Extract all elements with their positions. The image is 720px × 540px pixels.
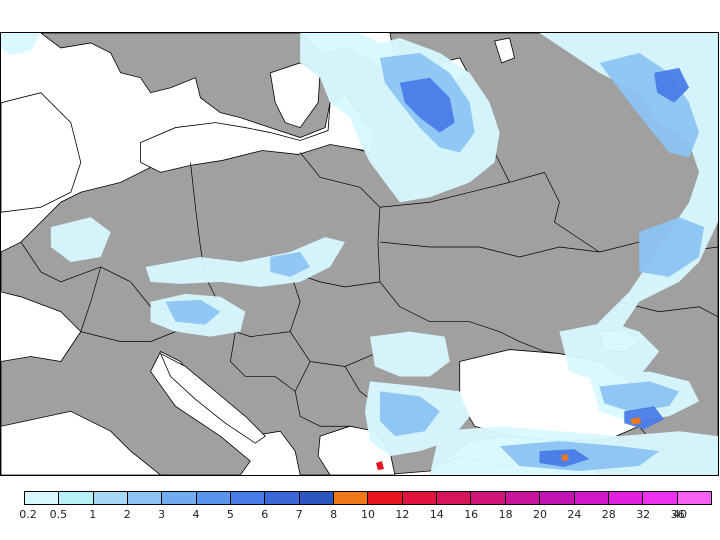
legend-swatch: [231, 492, 266, 504]
precip-hotspot: [375, 461, 384, 471]
legend-swatch: [540, 492, 575, 504]
legend-tick-label: 1: [89, 508, 97, 521]
border-line: [379, 241, 600, 258]
border-line: [519, 341, 560, 354]
legend-tick-label: 36: [670, 508, 685, 521]
legend-swatch: [334, 492, 369, 504]
legend-tick-label: 3: [158, 508, 166, 521]
legend-tick-label: 4: [192, 508, 200, 521]
legend-tick-label: 14: [429, 508, 444, 521]
color-scale-labels: 0.2 0.5 1 2 3 4 5 6 7 8 10 12 14 16 18 20 24 28 32 36 40: [0, 508, 720, 528]
legend-swatch: [59, 492, 94, 504]
border-line: [20, 241, 101, 283]
mediterranean-sea: [1, 410, 162, 475]
north-sea: [1, 92, 82, 213]
legend-tick-label: 5: [226, 508, 234, 521]
precip-area: [599, 381, 680, 412]
legend-tick-label: 6: [261, 508, 269, 521]
legend-tick-label: 0.5: [49, 508, 68, 521]
precipitation-map: [0, 32, 719, 476]
legend-swatch: [437, 492, 472, 504]
precip-hotspot: [561, 454, 569, 462]
precip-area: [379, 391, 440, 437]
legend-tick-label: 32: [636, 508, 651, 521]
map-canvas: [1, 33, 718, 475]
precip-area: [1, 33, 41, 55]
legend-swatch: [608, 492, 644, 504]
border-line: [299, 152, 381, 282]
precipitation-overlay: [1, 33, 718, 475]
legend-swatch: [368, 492, 403, 504]
legend-tick-label: 10: [361, 508, 375, 521]
legend-tick-label: 18: [498, 508, 513, 521]
legend-tick-label: 2: [123, 508, 131, 521]
precip-area: [270, 252, 311, 277]
border-line: [379, 281, 520, 342]
legend-tick-label: 24: [567, 508, 582, 521]
color-scale-bar: [24, 491, 712, 505]
legend-tick-label: 20: [533, 508, 547, 521]
precip-area: [165, 299, 221, 325]
legend-swatch: [505, 492, 541, 504]
legend-swatch: [265, 492, 300, 504]
legend-swatch: [574, 492, 609, 504]
precip-area: [559, 321, 660, 382]
legend-swatch: [643, 492, 678, 504]
precip-area: [399, 77, 455, 133]
legend-tick-label: 40: [673, 508, 687, 521]
legend-swatch: [93, 492, 129, 504]
legend-tick-label: 0.2: [19, 508, 37, 521]
legend-tick-label: 28: [601, 508, 616, 521]
precip-area: [654, 67, 690, 103]
precip-hotspot: [630, 417, 642, 425]
precip-area: [369, 331, 450, 377]
precip-area: [639, 217, 705, 277]
legend-tick-label: 12: [395, 508, 410, 521]
border-line: [80, 266, 102, 332]
border-line: [229, 331, 311, 392]
border-line: [544, 172, 600, 253]
legend-swatch: [299, 492, 335, 504]
border-line: [294, 391, 351, 427]
legend-swatch: [162, 492, 197, 504]
border-line: [379, 172, 545, 208]
border-line: [619, 301, 718, 318]
legend-swatch: [196, 492, 232, 504]
precip-area: [50, 217, 111, 262]
legend-swatch: [402, 492, 438, 504]
adriatic-sea: [159, 352, 266, 444]
legend-swatch: [677, 492, 711, 504]
legend-tick-label: 8: [330, 508, 338, 521]
legend-swatch: [471, 492, 506, 504]
legend-tick-label: 7: [295, 508, 303, 521]
legend-tick-label: 16: [464, 508, 479, 521]
border-line: [289, 271, 381, 367]
legend-swatch: [25, 492, 60, 504]
lake-onega: [494, 37, 516, 64]
precip-area: [599, 52, 700, 158]
legend-swatch: [128, 492, 163, 504]
